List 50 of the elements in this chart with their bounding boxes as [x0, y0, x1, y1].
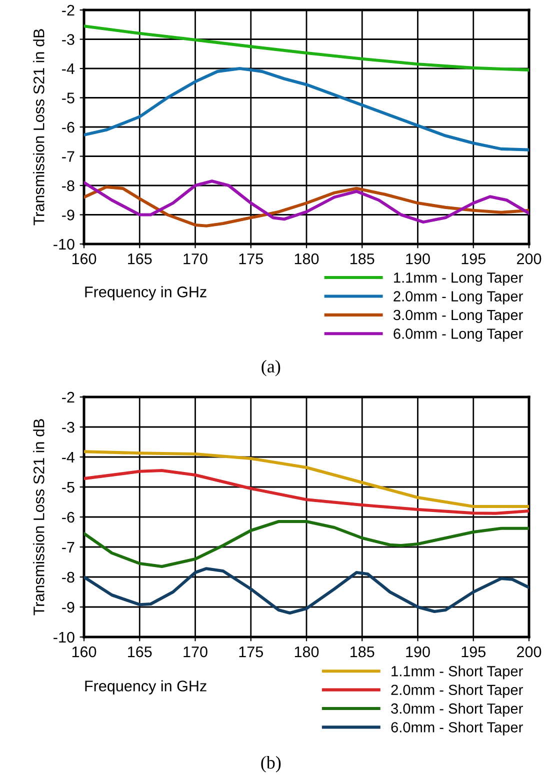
y-axis-title: Transmission Loss S21 in dB: [33, 29, 44, 226]
x-tick-label: 160: [72, 646, 96, 658]
x-tick-label: 180: [294, 253, 319, 264]
y-tick-label: -5: [62, 92, 74, 104]
x-tick-label: 175: [239, 646, 263, 658]
x-tick-label: 190: [406, 646, 430, 658]
y-tick-label: -2: [62, 392, 74, 403]
legend-label: 3.0mm - Long Taper: [393, 310, 523, 324]
x-axis-title: Frequency in GHz: [85, 286, 206, 300]
x-tick-label: 185: [350, 646, 374, 658]
y-tick-label: -2: [62, 4, 74, 16]
y-tick-label: -8: [62, 180, 74, 192]
y-tick-label: -4: [62, 452, 75, 463]
y-tick-label: -3: [62, 34, 74, 45]
x-axis-title: Frequency in GHz: [85, 680, 206, 694]
y-axis-title: Transmission Loss S21 in dB: [33, 419, 44, 616]
text: (b): [261, 756, 281, 772]
x-tick-label: 190: [406, 253, 430, 264]
y-tick-label: -4: [62, 64, 75, 74]
x-tick-label: 175: [239, 254, 263, 264]
y-tick-label: -5: [62, 482, 74, 493]
y-tick-label: -7: [62, 542, 74, 553]
legend-label: 6.0mm - Long Taper: [394, 328, 523, 342]
y-tick-label: -9: [62, 602, 74, 613]
y-tick-label: -8: [62, 572, 74, 583]
y-tick-label: -10: [54, 238, 74, 250]
x-tick-label: 165: [128, 253, 152, 264]
legend-label: 2.0mm - Long Taper: [394, 291, 523, 304]
x-tick-label: 195: [462, 646, 486, 658]
x-tick-label: 170: [184, 253, 208, 264]
x-tick-label: 200: [517, 646, 542, 658]
text: (a): [262, 360, 280, 376]
y-tick-label: -6: [62, 122, 74, 133]
y-tick-label: -7: [62, 151, 74, 162]
y-tick-label: -6: [62, 512, 74, 523]
legend-label: 2.0mm - Short Taper: [391, 684, 523, 698]
y-tick-label: -3: [62, 422, 74, 433]
y-tick-label: -9: [62, 210, 74, 220]
x-tick-label: 165: [128, 646, 152, 658]
legend-label: 3.0mm - Short Taper: [391, 703, 523, 717]
legend-label: 6.0mm - Short Taper: [391, 722, 523, 736]
x-tick-label: 200: [517, 253, 542, 264]
x-tick-label: 185: [350, 253, 374, 264]
x-tick-label: 160: [72, 253, 96, 264]
legend-label: 1.1mm - Short Taper: [392, 666, 523, 680]
legend-label: 1.1mm - Long Taper: [394, 272, 523, 286]
x-tick-label: 195: [462, 253, 486, 264]
x-tick-label: 170: [184, 646, 208, 658]
x-tick-label: 180: [294, 646, 319, 658]
y-tick-label: -10: [54, 632, 74, 643]
